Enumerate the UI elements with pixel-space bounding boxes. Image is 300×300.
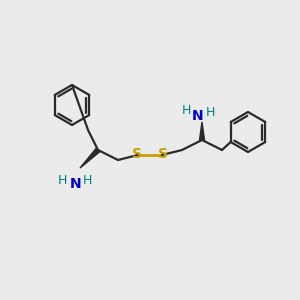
Text: N: N <box>70 177 82 191</box>
Text: N: N <box>192 109 204 123</box>
Text: S: S <box>158 147 168 161</box>
Polygon shape <box>200 122 205 140</box>
Polygon shape <box>80 148 100 168</box>
Text: S: S <box>132 147 142 161</box>
Text: H: H <box>205 106 215 119</box>
Text: H: H <box>57 173 67 187</box>
Text: H: H <box>181 104 191 118</box>
Text: H: H <box>82 175 92 188</box>
